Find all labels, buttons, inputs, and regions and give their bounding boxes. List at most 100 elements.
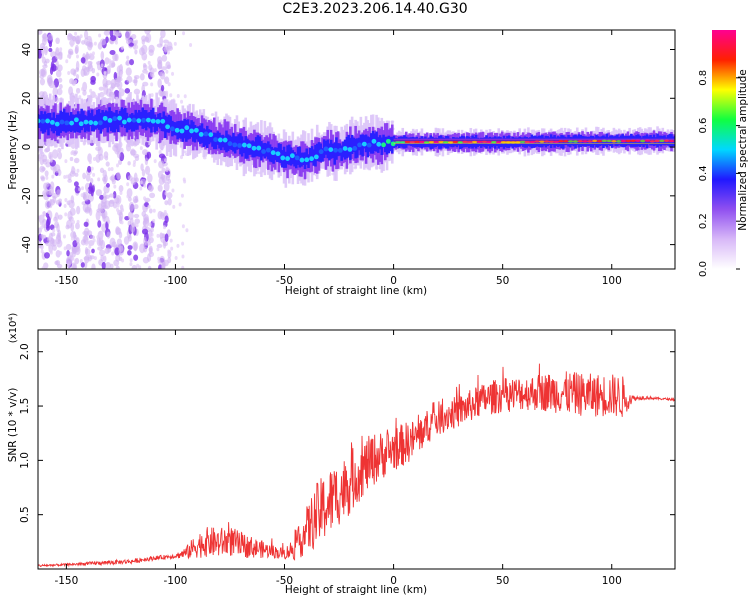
ridge-cell [48, 112, 52, 129]
ridge-cell [155, 117, 158, 131]
ridge-peak [347, 147, 353, 152]
colorbar-tick-label: 0.6 [698, 118, 709, 134]
noise-speckle [85, 188, 89, 193]
noise-speckle [150, 93, 154, 98]
ridge-cell [333, 142, 336, 165]
ridge-peak [222, 137, 228, 143]
noise-speckle [141, 169, 146, 177]
ridge-cell [385, 136, 389, 155]
ridge-peak [352, 146, 358, 151]
noise-speckle [114, 77, 118, 85]
noise-speckle [75, 60, 80, 71]
noise-speckle [51, 149, 59, 159]
noise-speckle [119, 71, 123, 76]
noise-speckle [88, 64, 94, 72]
ridge-cell [137, 110, 141, 126]
noise-speckle [108, 193, 115, 198]
snr-y-multiplier: (x10⁴) [8, 313, 19, 344]
noise-speckle [114, 53, 119, 62]
ridge-cell [246, 138, 249, 159]
noise-speckle [108, 199, 115, 208]
ridge-peak [280, 155, 286, 161]
spectrogram-panel: -150 -100 -50 0 50 100 -40 -20 0 20 40 Height of … [7, 29, 676, 297]
noise-speckle [107, 58, 111, 63]
noise-speckle [45, 182, 50, 187]
ridge-cell [197, 126, 200, 142]
noise-speckle [75, 222, 80, 230]
noise-speckle [132, 163, 136, 168]
noise-speckle [125, 39, 131, 45]
noise-speckle [47, 210, 51, 215]
noise-speckle [40, 249, 44, 254]
noise-speckle [41, 218, 48, 229]
noise-speckle [102, 77, 108, 88]
ridge-peak [107, 117, 113, 123]
noise-speckle [46, 159, 50, 164]
ridge-cell [113, 112, 117, 133]
noise-speckle [165, 69, 169, 74]
noise-speckle [147, 60, 151, 65]
ridge-cell [211, 133, 214, 147]
ridge-cell [294, 153, 298, 169]
ridge-peak [366, 142, 372, 148]
noise-speckle [109, 60, 116, 69]
noise-speckle [83, 30, 89, 40]
noise-speckle [183, 94, 187, 99]
noise-speckle [83, 221, 89, 227]
noise-speckle [90, 75, 96, 83]
noise-speckle [67, 70, 71, 75]
ridge-peak [342, 146, 348, 151]
noise-speckle [163, 39, 169, 44]
noise-speckle [65, 59, 69, 64]
noise-speckle [166, 50, 170, 55]
ridge-cell [286, 145, 289, 165]
ridge-cell [207, 129, 211, 145]
noise-speckle [103, 155, 107, 160]
noise-speckle [110, 167, 114, 172]
noise-speckle [162, 225, 166, 230]
ridge-peak [376, 141, 382, 147]
snr-panel: -150 -100 -50 0 50 100 0.5 1.0 1.5 2.0 Height of… [7, 313, 676, 596]
ridge-cell [305, 148, 309, 165]
noise-speckle [150, 227, 154, 233]
noise-speckle [104, 249, 108, 254]
noise-speckle [47, 34, 54, 41]
noise-speckle [142, 62, 147, 68]
noise-speckle [145, 70, 149, 75]
noise-speckle [134, 39, 138, 44]
ridge-peak [313, 154, 319, 160]
noise-speckle [92, 238, 96, 243]
snr-y-tick-label: 1.5 [19, 398, 31, 415]
noise-speckle [139, 146, 143, 151]
ridge-cell [130, 113, 134, 132]
snr-x-tick-label: 50 [496, 575, 509, 587]
noise-speckle [64, 197, 68, 202]
spectrogram-y-tick-label: 20 [21, 92, 33, 105]
ridge-peak [136, 118, 142, 124]
noise-speckle [169, 93, 173, 98]
noise-speckle [115, 227, 122, 235]
noise-speckle [116, 207, 120, 212]
noise-speckle [67, 210, 73, 221]
noise-speckle [99, 249, 106, 257]
noise-speckle [210, 113, 215, 116]
noise-speckle [42, 211, 46, 216]
ridge-cell [331, 143, 335, 158]
colorbar: 0.0 0.2 0.4 0.6 0.8 Normalized spectral ampl… [698, 30, 749, 277]
noise-speckle [56, 223, 60, 233]
noise-speckle [159, 255, 166, 266]
noise-speckle [42, 32, 48, 42]
noise-speckle [80, 68, 86, 77]
noise-speckle [75, 87, 81, 94]
spectrogram-x-tick-label: -150 [54, 275, 78, 287]
noise-speckle [55, 69, 62, 78]
noise-speckle [143, 196, 147, 201]
noise-speckle [157, 170, 163, 179]
ridge-peak [121, 119, 127, 125]
noise-speckle [138, 265, 142, 269]
noise-speckle [91, 51, 95, 56]
ridge-peak [381, 142, 386, 148]
ridge-peak [112, 116, 118, 121]
